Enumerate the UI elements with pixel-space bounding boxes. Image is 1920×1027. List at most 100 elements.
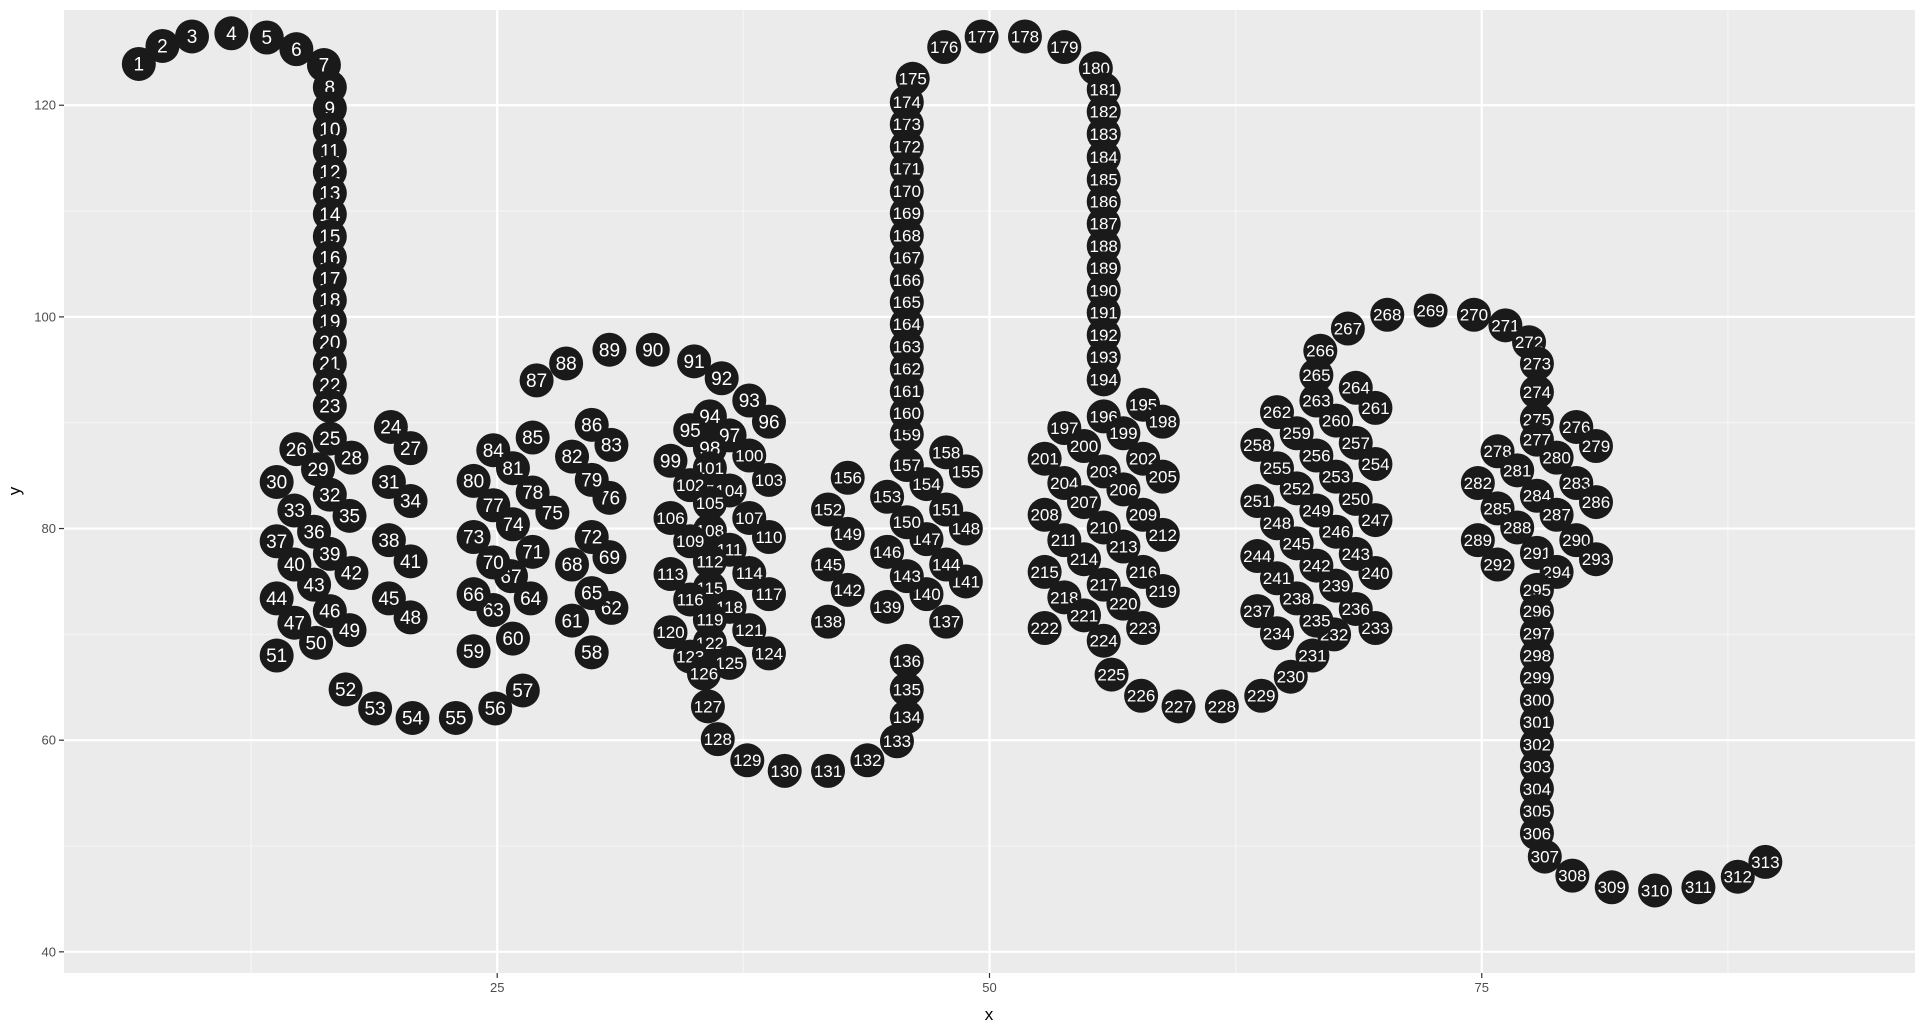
point-marker [811,547,846,582]
point-marker [1480,547,1515,582]
point-label: 161 [893,382,921,401]
point-label: 229 [1247,687,1275,706]
point-marker [1338,425,1373,460]
point-marker [870,479,905,514]
y-axis-title: y [5,486,24,495]
data-point: 29 [301,452,336,487]
point-marker [301,452,336,487]
point-label: 246 [1322,523,1350,542]
data-point: 200 [1067,428,1102,463]
data-point: 267 [1330,311,1365,346]
data-point: 23 [312,388,347,423]
point-marker [395,700,430,735]
point-label: 153 [873,488,901,507]
data-point: 139 [870,589,905,624]
point-label: 116 [677,590,704,609]
data-point: 313 [1748,844,1783,879]
data-point: 279 [1578,428,1613,463]
point-marker [830,572,865,607]
point-label: 185 [1090,170,1118,189]
point-marker [1460,466,1495,501]
point-label: 234 [1263,624,1291,643]
point-marker [929,492,964,527]
point-marker [1299,493,1334,528]
point-label: 95 [680,421,701,442]
data-point: 131 [811,753,846,788]
point-marker [1240,484,1275,519]
point-label: 250 [1342,490,1370,509]
data-point: 53 [358,691,393,726]
point-label: 136 [893,652,921,671]
data-point: 126 [686,656,721,691]
data-point: 227 [1161,689,1196,724]
data-point: 311 [1681,870,1716,905]
data-point: 282 [1460,466,1495,501]
point-marker [1106,472,1141,507]
point-marker [214,16,249,51]
point-label: 187 [1090,215,1118,234]
point-label: 124 [755,644,783,663]
point-marker [1578,428,1613,463]
point-label: 225 [1097,666,1125,685]
data-point: 201 [1027,441,1062,476]
point-label: 24 [380,418,402,439]
point-label: 86 [581,415,602,436]
point-marker [870,534,905,569]
point-label: 158 [932,443,960,462]
data-point: 249 [1299,493,1334,528]
data-point: 71 [515,534,550,569]
point-marker [312,388,347,423]
data-point: 77 [476,488,511,523]
point-label: 162 [893,360,921,379]
point-label: 299 [1523,669,1551,688]
data-point: 35 [332,498,367,533]
point-label: 28 [341,448,362,469]
data-point: 59 [456,634,491,669]
point-marker [889,448,924,483]
data-point: 208 [1027,497,1062,532]
point-label: 6 [291,40,302,61]
point-label: 92 [711,369,732,390]
point-marker [328,672,363,707]
point-label: 91 [684,352,705,373]
point-marker [929,547,964,582]
point-label: 228 [1208,697,1236,716]
data-point: 57 [505,673,540,708]
point-label: 205 [1149,468,1177,487]
data-point: 4 [214,16,249,51]
point-label: 40 [284,555,305,576]
point-label: 120 [656,623,684,642]
point-label: 289 [1464,531,1492,550]
data-point: 64 [513,581,548,616]
point-label: 38 [378,531,399,552]
point-label: 66 [463,585,484,606]
x-tick-label: 25 [490,980,504,995]
point-label: 198 [1149,413,1177,432]
point-marker [1273,659,1308,694]
data-point: 262 [1259,395,1294,430]
point-label: 298 [1523,646,1551,665]
point-marker [704,361,739,396]
point-label: 80 [463,472,484,493]
point-marker [929,604,964,639]
point-label: 46 [319,602,340,623]
point-marker [929,435,964,470]
point-marker [1106,529,1141,564]
point-marker [700,722,735,757]
point-marker [751,636,786,671]
data-point: 143 [889,559,924,594]
data-point: 157 [889,448,924,483]
data-point: 273 [1519,346,1554,381]
point-label: 199 [1109,424,1137,443]
point-label: 179 [1050,38,1078,57]
data-point: 237 [1240,594,1275,629]
data-point: 68 [555,547,590,582]
point-label: 175 [899,70,927,89]
point-label: 268 [1373,306,1401,325]
point-marker [1370,297,1405,332]
point-marker [1047,30,1082,65]
point-label: 307 [1531,848,1559,867]
data-point: 28 [334,440,369,475]
y-tick-label: 60 [42,733,56,748]
point-label: 54 [402,709,424,730]
